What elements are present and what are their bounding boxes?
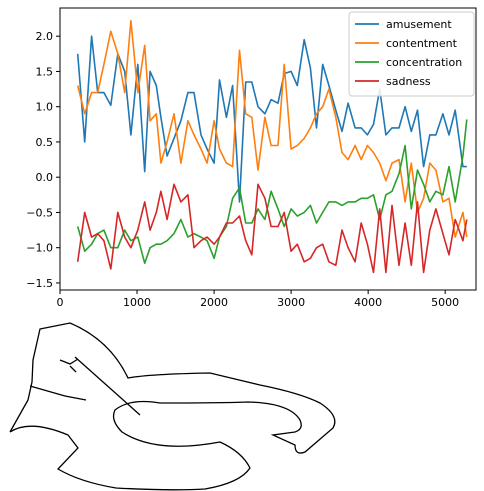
y-tick-label: 0.5 xyxy=(36,136,54,149)
y-tick-label: −1.5 xyxy=(26,277,53,290)
y-tick-label: −0.5 xyxy=(26,206,53,219)
legend-label-contentment: contentment xyxy=(386,37,458,50)
y-tick-label: 1.5 xyxy=(36,65,54,78)
series-line-amusement xyxy=(76,35,467,203)
sketch-drawing xyxy=(9,322,336,491)
x-tick-label: 3000 xyxy=(277,296,305,309)
sketch-inner-line-3 xyxy=(74,356,141,416)
legend-label-concentration: concentration xyxy=(386,56,462,69)
sketch-inner-line-1 xyxy=(29,385,87,401)
y-tick-label: −1.0 xyxy=(26,242,53,255)
legend-box xyxy=(348,11,475,97)
x-tick-label: 5000 xyxy=(431,296,459,309)
series-line-contentment xyxy=(76,19,468,238)
series-line-concentration xyxy=(76,119,468,265)
x-tick-label: 2000 xyxy=(200,296,228,309)
y-tick-label: 2.0 xyxy=(36,30,54,43)
line-chart: 0 1000 2000 3000 4000 5000 −1.5 −1.0 −0.5 0.0 0.5 1… xyxy=(26,7,477,309)
legend-label-amusement: amusement xyxy=(386,18,452,31)
x-tick-label: 0 xyxy=(57,296,64,309)
sketch-inner-line-2 xyxy=(59,358,79,373)
series-line-sadness xyxy=(76,183,468,274)
axes-layer: 0 1000 2000 3000 4000 5000 −1.5 −1.0 −0.5 0.0 0.5 1… xyxy=(26,30,459,309)
x-tick-label: 4000 xyxy=(354,296,382,309)
legend-label-sadness: sadness xyxy=(386,75,431,88)
legend: amusement contentment concentration sadness xyxy=(348,11,475,97)
y-tick-label: 0.0 xyxy=(36,171,54,184)
x-tick-label: 1000 xyxy=(123,296,151,309)
series-layer xyxy=(76,19,468,274)
y-tick-label: 1.0 xyxy=(36,101,54,114)
sketch-outline-body xyxy=(9,322,336,491)
